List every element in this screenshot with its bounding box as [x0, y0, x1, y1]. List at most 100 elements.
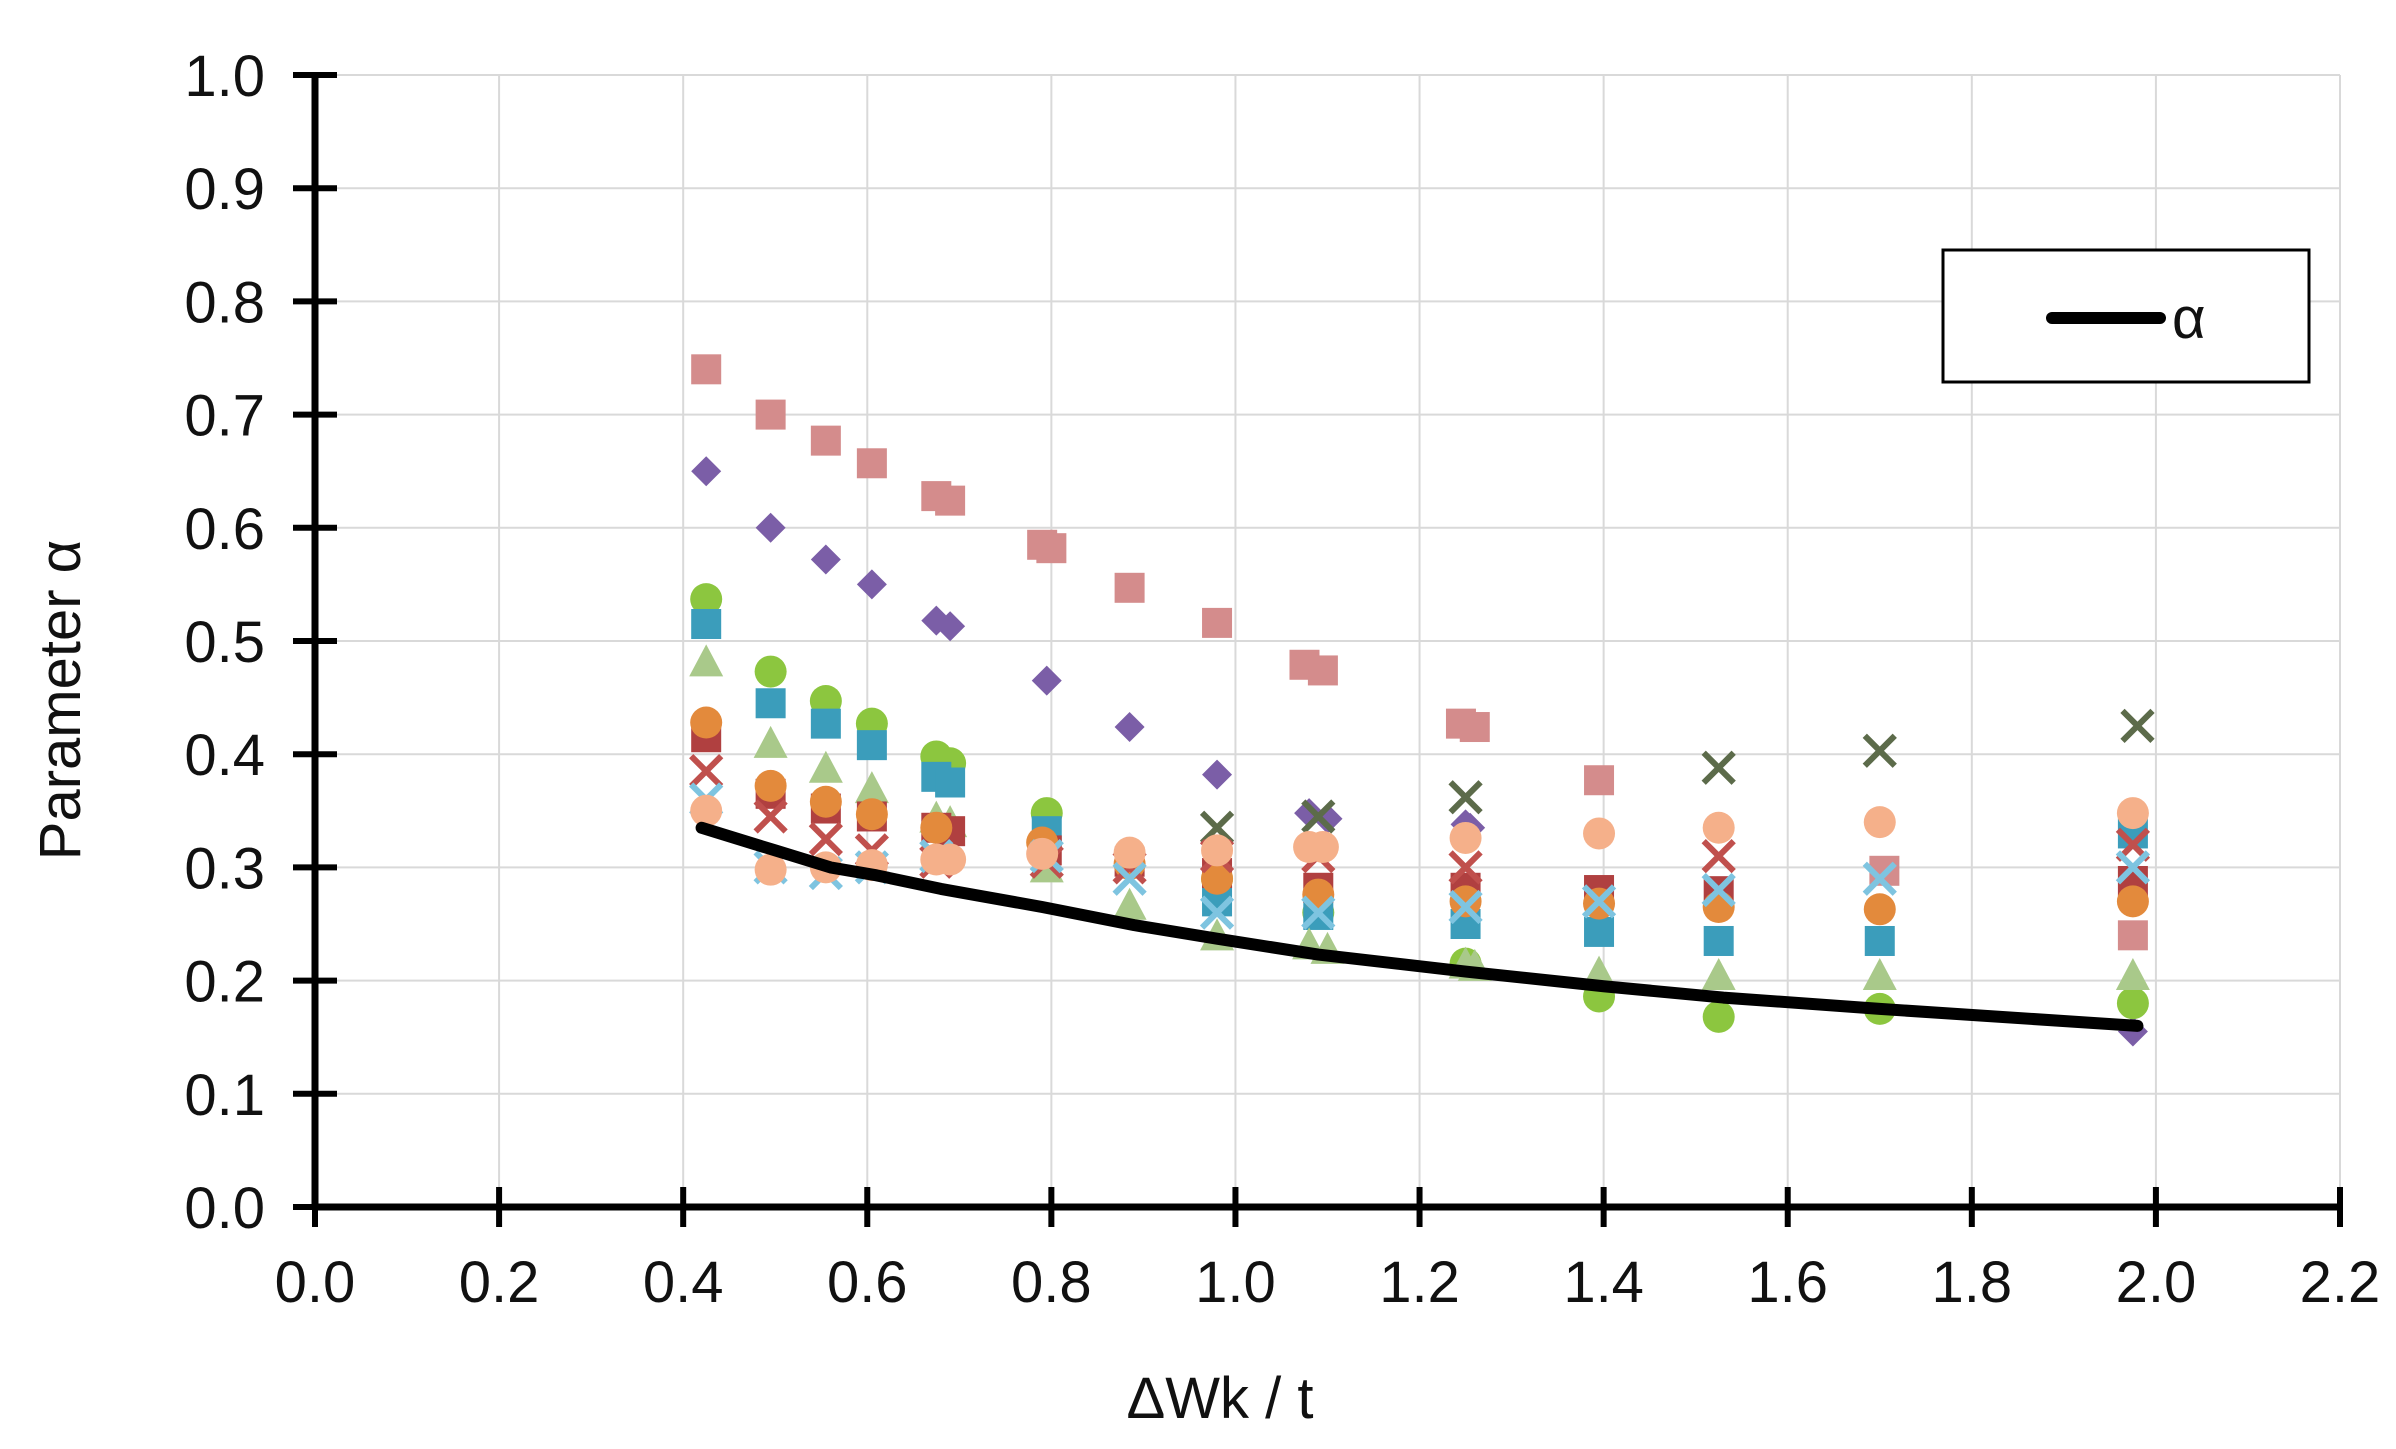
series-green-circle-point — [2116, 987, 2149, 1020]
series-red-x-point — [1701, 838, 1736, 874]
series-orange-circle-point — [1302, 878, 1335, 911]
series-orange-circle-point — [754, 769, 787, 802]
series-red-x-point — [808, 821, 843, 857]
series-purple-diamond-point — [1202, 759, 1233, 790]
series-light-green-triangle-point — [808, 750, 843, 783]
x-tick-label: 1.6 — [1747, 1250, 1828, 1315]
series-pink-square-point — [1114, 572, 1145, 603]
series-skyblue-x-point — [1199, 895, 1235, 930]
series-pink-square-point — [2117, 920, 2148, 951]
series-orange-circle-point — [1702, 891, 1735, 924]
y-tick-label: 0.4 — [184, 723, 265, 788]
axes — [293, 72, 2343, 1227]
series-gray-x-point — [1448, 780, 1483, 815]
series-light-green-triangle-point — [753, 725, 788, 758]
y-tick-label: 0.9 — [184, 157, 265, 222]
series-skyblue-x-point — [1862, 861, 1897, 896]
series-skyblue-x-point — [2115, 850, 2151, 885]
x-tick-label: 2.0 — [2116, 1250, 2197, 1315]
series-purple-diamond-point — [755, 512, 786, 543]
series-light-green-triangle-point — [1862, 957, 1897, 990]
series-green-circle-point — [754, 655, 787, 688]
y-tick-label: 0.6 — [184, 497, 265, 562]
series-red-x-point — [689, 754, 724, 789]
series-orange-circle-point — [920, 811, 953, 844]
series-purple-diamond-point — [1114, 712, 1145, 743]
series-peach-circle — [690, 794, 2149, 886]
series-purple-diamond-point — [856, 569, 887, 600]
legend: α — [1941, 248, 2311, 384]
series-gray-x-point — [1199, 810, 1235, 845]
series-gray-x-point — [1862, 733, 1897, 768]
series-gray-x-point — [2120, 708, 2155, 744]
y-tick-label: 0.8 — [184, 270, 265, 335]
y-tick-label: 0.3 — [184, 836, 265, 901]
x-axis-title: ΔWk / t — [1127, 1366, 1314, 1431]
series-peach-circle-point — [1583, 817, 1616, 850]
series-red-x-point — [753, 799, 788, 834]
series-pink-square-point — [1459, 712, 1490, 743]
x-tick-label: 1.8 — [1931, 1250, 2012, 1315]
series-pink-square-point — [691, 354, 722, 385]
series-light-green-triangle-point — [2115, 957, 2150, 990]
series-teal-square-point — [1584, 916, 1615, 947]
series-light-green-triangle-point — [854, 771, 889, 804]
y-tick-label: 1.0 — [184, 44, 265, 109]
x-tick-label: 1.4 — [1563, 1250, 1644, 1315]
series-orange-circle-point — [855, 798, 888, 831]
x-tick-label: 0.2 — [459, 1250, 540, 1315]
tick-labels: 0.0 0.2 0.4 0.6 0.8 1.0 1.2 1.4 1.6 1.8 2.0 2.2 0.0 0… — [184, 44, 2380, 1315]
series-teal-square-point — [856, 730, 887, 761]
series-purple-diamond-point — [1031, 665, 1062, 696]
series-peach-circle-point — [1201, 834, 1234, 867]
series-pink-square-point — [1202, 607, 1233, 638]
x-tick-label: 0.4 — [643, 1250, 724, 1315]
series-pink-square-point — [810, 425, 841, 456]
y-tick-label: 0.5 — [184, 610, 265, 675]
series-peach-circle-point — [2116, 797, 2149, 830]
series-purple-diamond-point — [691, 456, 722, 487]
series-pink-square-point — [1584, 765, 1615, 796]
x-tick-label: 0.0 — [275, 1250, 356, 1315]
y-tick-label: 0.1 — [184, 1063, 265, 1128]
series-red-x-point — [1448, 850, 1483, 885]
x-tick-label: 1.2 — [1379, 1250, 1460, 1315]
series-teal-square-point — [1864, 925, 1895, 956]
series-teal-square-point — [755, 688, 786, 719]
series-skyblue-x-point — [1701, 872, 1736, 908]
y-tick-label: 0.2 — [184, 950, 265, 1015]
series-teal-square-point — [1703, 925, 1734, 956]
series-peach-circle-point — [1026, 837, 1059, 870]
series-light-green-triangle-point — [1112, 887, 1147, 920]
series-peach-circle-point — [1863, 806, 1896, 839]
series-green-circle-point — [1702, 1000, 1735, 1033]
x-tick-label: 0.6 — [827, 1250, 908, 1315]
series-light-green-triangle-point — [689, 644, 724, 677]
series-orange-circle-point — [1863, 893, 1896, 926]
series-teal-square-point — [810, 708, 841, 739]
series-peach-circle-point — [754, 853, 787, 886]
series-purple-diamond-point — [810, 544, 841, 575]
alpha-fit-line — [695, 821, 2144, 1032]
y-tick-label: 0.7 — [184, 384, 265, 449]
series-peach-circle-point — [1306, 831, 1339, 864]
y-axis-title: Parameter α — [28, 540, 93, 860]
series-pink-square-point — [755, 399, 786, 430]
series-peach-circle-point — [1449, 821, 1482, 854]
series-skyblue-x-point — [1581, 884, 1617, 919]
series-purple-diamond-point — [935, 611, 966, 642]
y-tick-label: 0.0 — [184, 1176, 265, 1241]
series-orange-circle-point — [1201, 862, 1234, 895]
series-gray-x-point — [1701, 750, 1736, 785]
series-orange-circle-point — [690, 706, 723, 739]
x-tick-label: 0.8 — [1011, 1250, 1092, 1315]
series-skyblue-x-point — [1112, 861, 1147, 896]
series-pink-square-point — [1307, 655, 1338, 686]
series-orange-circle-point — [809, 785, 842, 818]
series-orange-circle-point — [1449, 885, 1482, 918]
series-pink-square-point — [935, 485, 966, 516]
series-peach-circle-point — [690, 794, 723, 827]
legend-label: α — [2172, 286, 2206, 351]
